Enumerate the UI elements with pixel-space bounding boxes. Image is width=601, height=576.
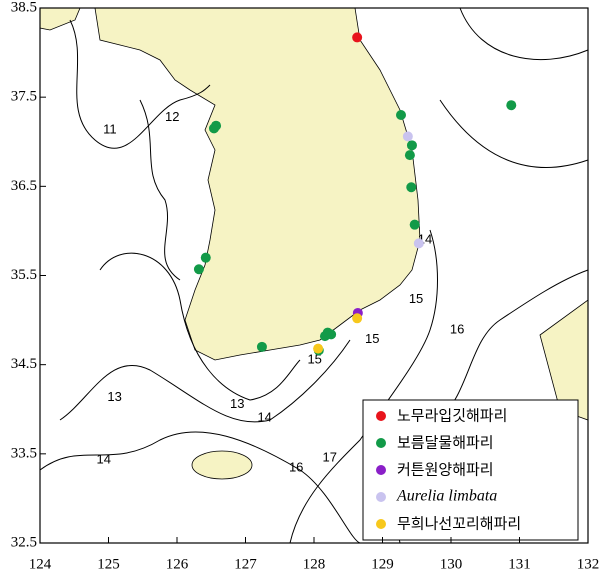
- contour: [439, 99, 589, 168]
- y-tick-label: 33.5: [11, 445, 37, 461]
- point: [406, 182, 417, 193]
- contour-label: 16: [289, 460, 303, 475]
- point: [406, 140, 417, 151]
- contour-label: 15: [307, 352, 321, 367]
- point: [313, 343, 324, 354]
- legend-label: Aurelia limbata: [396, 488, 497, 505]
- contour-label: 14: [257, 410, 271, 425]
- x-tick-label: 126: [166, 556, 189, 572]
- contour-label: 11: [103, 122, 117, 137]
- contours: [39, 7, 589, 544]
- contour: [69, 19, 211, 149]
- korea: [94, 7, 421, 361]
- x-tick-label: 125: [97, 556, 120, 572]
- y-tick-label: 38.5: [11, 0, 37, 15]
- contour: [139, 99, 181, 281]
- legend-marker: [376, 411, 386, 421]
- point: [395, 110, 406, 120]
- contour-label: 17: [323, 450, 337, 465]
- point: [256, 341, 267, 352]
- point: [409, 219, 420, 230]
- x-tick-label: 129: [371, 556, 394, 572]
- point: [402, 131, 413, 142]
- point: [352, 32, 363, 43]
- point: [352, 313, 363, 324]
- legend-label: 무희나선꼬리해파리: [397, 515, 521, 533]
- x-tick-label: 124: [29, 556, 52, 572]
- y-tick-label: 34.5: [11, 356, 37, 372]
- jeju: [191, 450, 253, 480]
- point: [506, 100, 517, 111]
- x-tick-label: 130: [440, 556, 463, 572]
- legend-marker: [376, 438, 386, 448]
- x-tick-label: 131: [508, 556, 531, 572]
- point: [200, 252, 211, 263]
- point: [211, 120, 222, 131]
- legend-label: 보름달물해파리: [397, 434, 494, 452]
- y-tick-label: 35.5: [11, 267, 37, 283]
- contour: [289, 229, 438, 544]
- contour-label: 15: [365, 331, 379, 346]
- x-tick-label: 128: [303, 556, 326, 572]
- contour: [59, 339, 351, 423]
- y-tick-label: 37.5: [11, 89, 37, 105]
- point: [413, 238, 424, 249]
- legend-label: 노무라입깃해파리: [397, 407, 507, 425]
- legend-marker: [376, 519, 386, 529]
- china: [39, 7, 81, 31]
- contour-label: 14: [96, 452, 110, 467]
- contour: [39, 431, 361, 544]
- point: [326, 329, 337, 340]
- contour: [99, 252, 301, 401]
- point: [404, 150, 415, 161]
- legend-label: 커튼원양해파리: [397, 461, 494, 479]
- x-tick-label: 127: [234, 556, 257, 572]
- y-tick-label: 32.5: [11, 534, 37, 550]
- legend-box: [362, 399, 579, 541]
- contour-label: 12: [165, 109, 179, 124]
- contour-label: 13: [107, 389, 121, 404]
- point: [193, 264, 204, 275]
- legend-marker: [376, 492, 386, 502]
- contour-label: 16: [450, 321, 464, 336]
- x-tick-label: 132: [577, 556, 600, 572]
- legend-marker: [376, 465, 386, 475]
- contour-label: 13: [230, 396, 244, 411]
- contour: [459, 7, 589, 61]
- land: [39, 7, 589, 480]
- contour-label: 15: [409, 291, 423, 306]
- y-tick-label: 36.5: [11, 178, 37, 194]
